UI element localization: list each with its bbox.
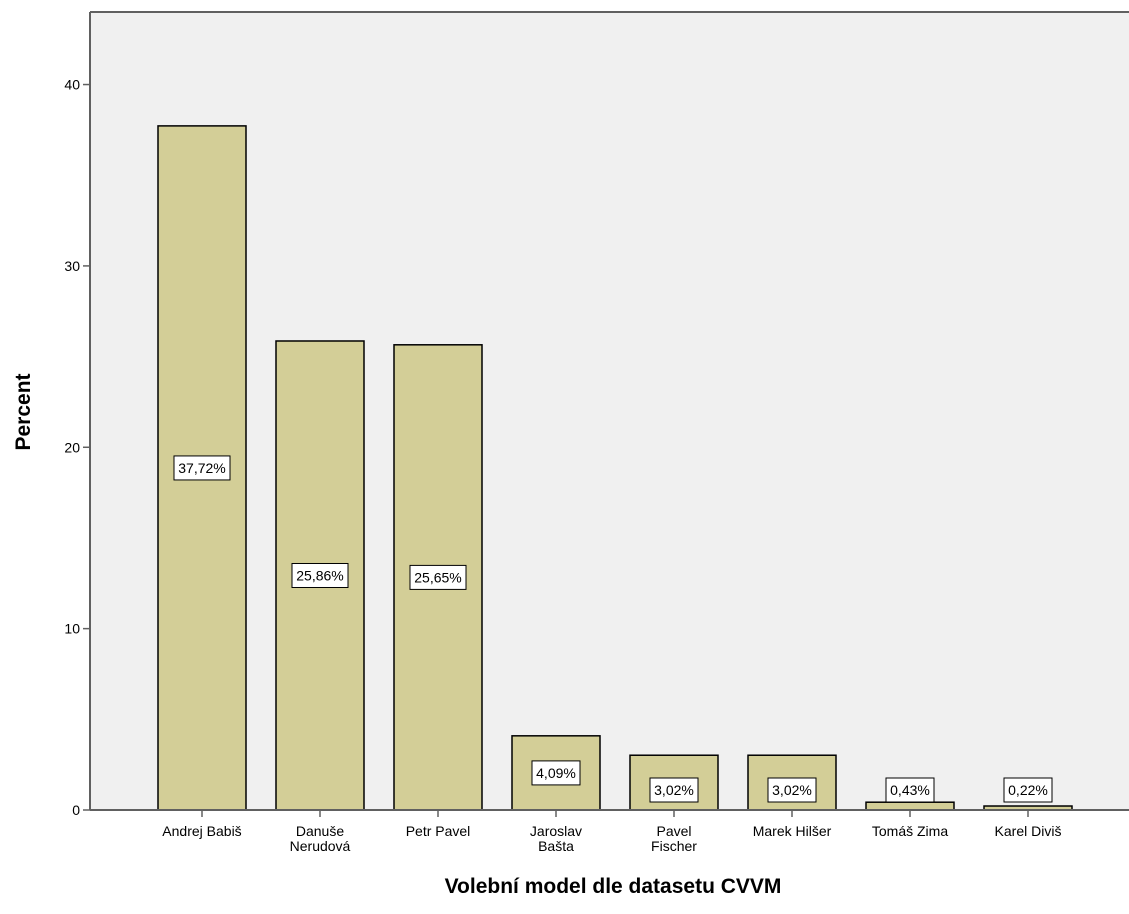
x-tick-label: Andrej Babiš: [162, 823, 241, 839]
data-label-text: 3,02%: [772, 782, 812, 798]
data-label-box: [531, 760, 581, 786]
y-tick-label: 0: [72, 802, 80, 818]
data-labels-group: 37,72% 25,86% 25,65% 4,09% 3,02% 3,02% 0,43% 0,…: [173, 455, 1053, 803]
x-tick-label: Marek Hilšer: [753, 823, 832, 839]
data-label: 4,09%: [531, 760, 581, 786]
data-label-text: 0,43%: [890, 782, 930, 798]
y-tick-label: 10: [64, 621, 80, 637]
x-tick-label: Nerudová: [290, 838, 351, 854]
data-label: 0,43%: [885, 777, 935, 803]
data-label-box: [767, 777, 817, 803]
data-label-box: [291, 562, 349, 588]
x-tick-label: Danuše: [296, 823, 344, 839]
data-label-text: 4,09%: [536, 765, 576, 781]
data-label-box: [409, 564, 467, 590]
data-label: 25,86%: [291, 562, 349, 588]
y-tick-label: 30: [64, 258, 80, 274]
data-label: 3,02%: [767, 777, 817, 803]
data-label: 0,22%: [1003, 777, 1053, 803]
data-label-text: 3,02%: [654, 782, 694, 798]
data-label-box: [173, 455, 231, 481]
y-tick-label: 20: [64, 439, 80, 455]
data-label-text: 25,86%: [296, 567, 343, 583]
data-label-text: 37,72%: [178, 460, 225, 476]
x-tick-label: Pavel: [656, 823, 691, 839]
y-tick-label: 40: [64, 77, 80, 93]
x-tick-label: Jaroslav: [530, 823, 582, 839]
y-axis-title: Percent: [12, 373, 35, 450]
data-label: 3,02%: [649, 777, 699, 803]
plot-area: [90, 12, 1129, 810]
data-label: 25,65%: [409, 564, 467, 590]
data-label-text: 0,22%: [1008, 782, 1048, 798]
x-axis-title: Volební model dle datasetu CVVM: [445, 875, 782, 898]
data-label-box: [649, 777, 699, 803]
data-label-text: 25,65%: [414, 569, 461, 585]
data-label-box: [885, 777, 935, 803]
data-label-box: [1003, 777, 1053, 803]
x-tick-label: Fischer: [651, 838, 697, 854]
x-tick-label: Bašta: [538, 838, 574, 854]
data-label: 37,72%: [173, 455, 231, 481]
x-tick-label: Petr Pavel: [406, 823, 471, 839]
x-tick-label: Tomáš Zima: [872, 823, 948, 839]
x-tick-label: Karel Diviš: [995, 823, 1062, 839]
bar: [865, 801, 955, 811]
